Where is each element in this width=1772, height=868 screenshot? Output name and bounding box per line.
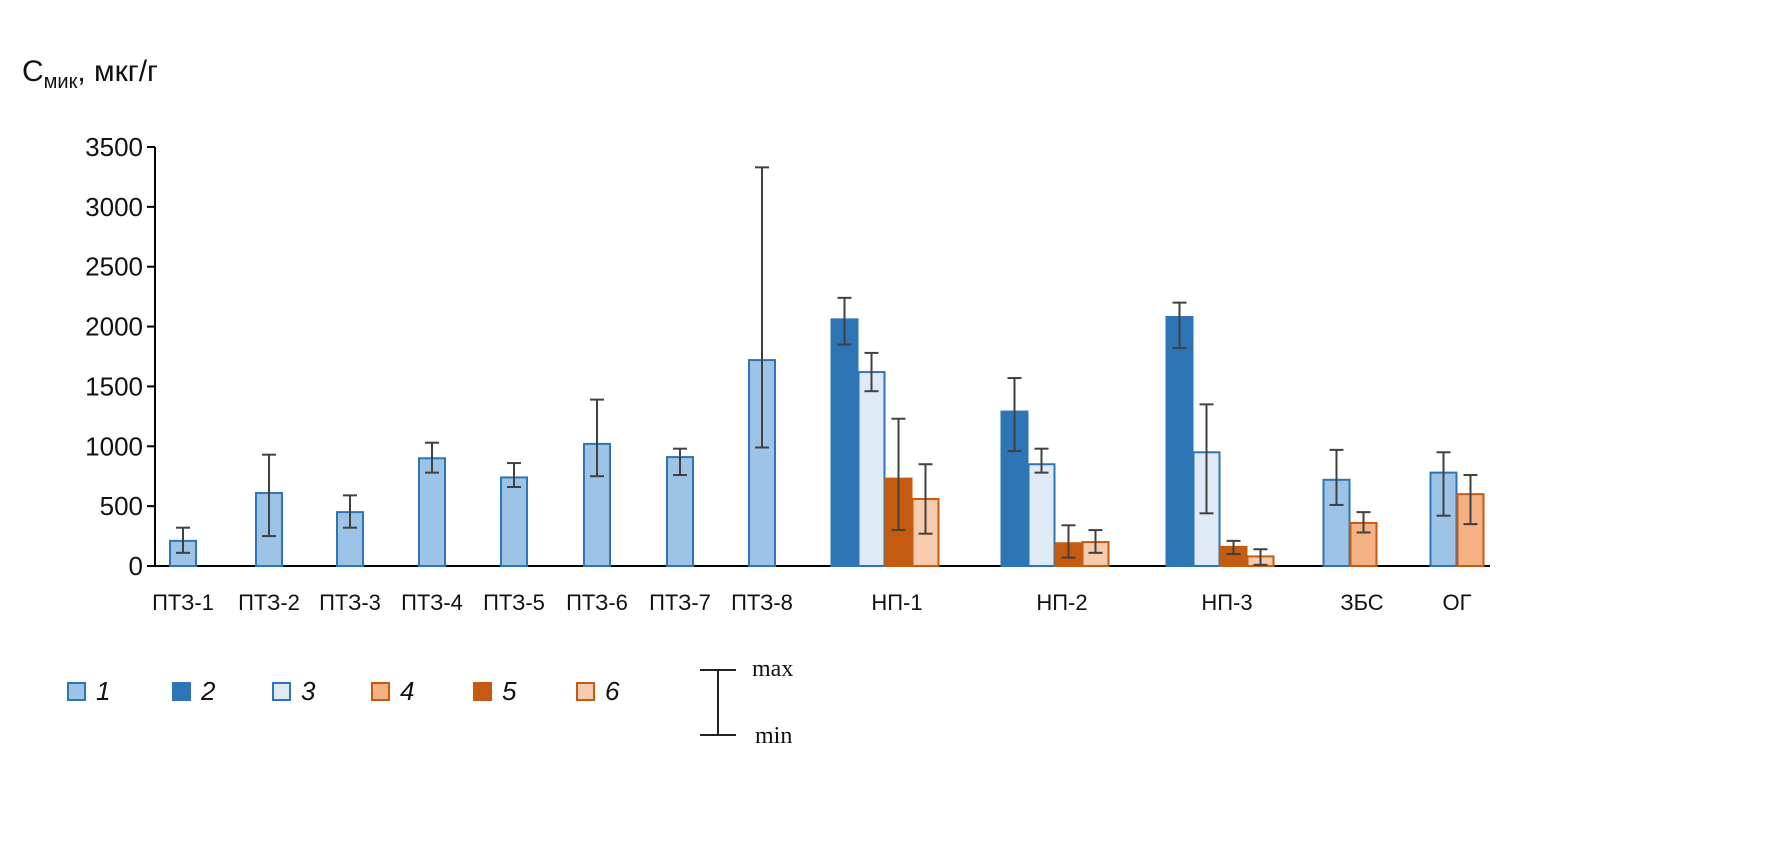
x-tick-label: ПТЗ-1	[152, 590, 214, 615]
legend-label: 5	[502, 676, 517, 706]
x-tick-label: ПТЗ-3	[319, 590, 381, 615]
legend-swatch-4	[371, 682, 390, 701]
y-tick-label: 1500	[85, 371, 143, 401]
bar-НП-2-series-3	[1027, 463, 1056, 567]
x-tick-label: ЗБС	[1340, 590, 1383, 615]
x-tick-label: ПТЗ-8	[731, 590, 793, 615]
legend-max-label: max	[752, 656, 793, 682]
legend-label: 3	[301, 676, 316, 706]
y-tick-label: 500	[100, 491, 143, 521]
bar-НП-3-series-2	[1165, 315, 1194, 567]
x-tick-label: ПТЗ-7	[649, 590, 711, 615]
x-tick-label: НП-3	[1201, 590, 1252, 615]
x-tick-label: НП-1	[871, 590, 922, 615]
y-tick-label: 3000	[85, 192, 143, 222]
legend-min-label: min	[755, 723, 792, 749]
bar-ПТЗ-4-series-1	[418, 457, 446, 567]
legend-label: 2	[200, 676, 216, 706]
y-tick-label: 3500	[85, 132, 143, 162]
x-tick-label: ОГ	[1442, 590, 1471, 615]
x-tick-label: ПТЗ-4	[401, 590, 463, 615]
y-tick-label: 1000	[85, 431, 143, 461]
bar-НП-1-series-3	[857, 371, 886, 568]
y-tick-label: 0	[129, 551, 143, 581]
bar-ЗБС-series-4	[1349, 521, 1378, 567]
bar-НП-1-series-2	[830, 318, 859, 568]
legend-label: 4	[400, 676, 414, 706]
x-tick-label: НП-2	[1036, 590, 1087, 615]
legend-swatch-6	[576, 682, 595, 701]
legend-swatch-5	[473, 682, 492, 701]
y-tick-label: 2000	[85, 312, 143, 342]
legend-swatch-3	[272, 682, 291, 701]
x-tick-label: ПТЗ-2	[238, 590, 300, 615]
legend-label: 1	[96, 676, 110, 706]
y-axis-title: Cмик, мкг/г	[22, 55, 158, 93]
legend-swatch-1	[67, 682, 86, 701]
legend-swatch-2	[172, 682, 191, 701]
x-tick-label: ПТЗ-5	[483, 590, 545, 615]
y-tick-label: 2500	[85, 252, 143, 282]
x-tick-label: ПТЗ-6	[566, 590, 628, 615]
bar-ПТЗ-5-series-1	[500, 476, 528, 568]
legend-label: 6	[605, 676, 620, 706]
